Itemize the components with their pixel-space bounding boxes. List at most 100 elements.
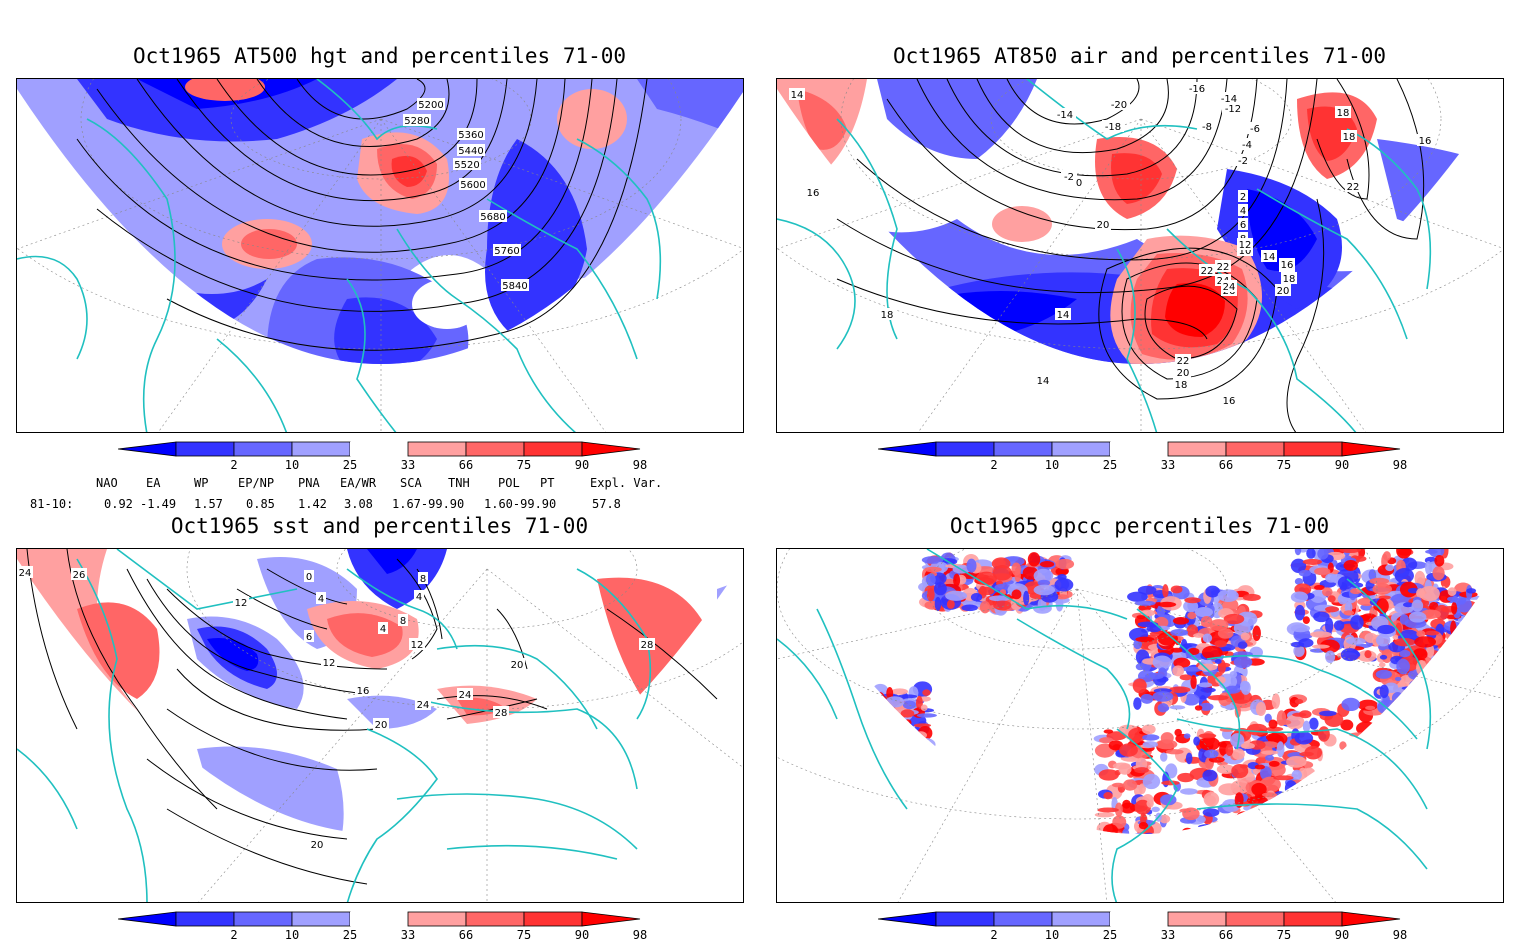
precip-cell — [1425, 560, 1433, 575]
precip-cell — [874, 782, 888, 787]
precip-cell — [817, 734, 826, 740]
colorbar-tick-label: 2 — [990, 458, 997, 472]
precip-cell — [1364, 650, 1372, 659]
contour-label-bg — [1102, 120, 1124, 132]
contour-label: 20 — [1177, 368, 1190, 379]
contour-label: 8 — [420, 574, 426, 585]
colorbar-segment — [1167, 441, 1227, 457]
contour-label-bg — [414, 590, 424, 602]
precip-cell — [1265, 726, 1284, 732]
precip-cell — [792, 686, 805, 699]
precip-cell — [914, 779, 923, 791]
precip-cell — [1231, 763, 1249, 779]
precip-cell — [873, 702, 884, 713]
precip-cell — [807, 759, 825, 767]
contour-label-bg — [1074, 176, 1084, 188]
precip-cell — [808, 740, 822, 749]
precip-cell — [1276, 741, 1285, 758]
precip-cell — [1398, 759, 1411, 770]
precip-cell — [851, 733, 868, 746]
precip-cell — [830, 698, 843, 707]
contour-label: 24 — [459, 690, 472, 701]
index-header: PT — [540, 476, 555, 490]
precip-cell — [1409, 697, 1426, 709]
precip-cell — [1202, 808, 1220, 817]
precip-cell — [834, 712, 850, 728]
precip-cell — [1403, 602, 1414, 608]
precip-cell — [1407, 587, 1419, 594]
precip-cell — [832, 798, 843, 815]
precip-cell — [830, 677, 843, 684]
precip-cell — [1240, 742, 1255, 749]
precip-cell — [900, 709, 915, 718]
contour-label: 12 — [411, 640, 424, 651]
precip-cell — [1350, 588, 1362, 595]
contour-label: 26 — [73, 570, 86, 581]
contour-label-bg — [453, 158, 481, 170]
contour-label-bg — [233, 596, 249, 608]
precip-cell — [1180, 638, 1188, 652]
precip-cell — [1340, 750, 1352, 762]
precip-cell — [871, 725, 889, 741]
precip-cell — [829, 780, 848, 786]
precip-cell — [860, 686, 874, 698]
precip-cell — [793, 767, 805, 778]
precip-cell — [915, 737, 936, 751]
precip-cell — [1287, 787, 1308, 803]
precip-cell — [811, 746, 830, 762]
precip-cell — [840, 792, 853, 807]
precip-cell — [988, 595, 1010, 602]
precip-cell — [812, 750, 828, 766]
precip-cell — [833, 730, 850, 737]
precip-cell — [800, 714, 809, 721]
precip-cell — [831, 731, 842, 744]
precip-cell — [1161, 780, 1180, 786]
precip-cell — [890, 719, 905, 727]
precip-cell — [1172, 617, 1190, 625]
precip-cell — [1273, 775, 1294, 781]
precip-cell — [799, 752, 807, 768]
precip-cell — [833, 724, 842, 741]
index-value: 1.42 — [298, 497, 327, 511]
precip-cell — [825, 739, 836, 754]
colorbar-top-left: 2 10 25 33 66 75 90 98 — [117, 440, 648, 476]
contour-label: 16 — [1281, 260, 1294, 271]
precip-cell — [1146, 799, 1154, 808]
precip-cell — [1302, 558, 1323, 565]
precip-cell — [1414, 570, 1426, 587]
precip-cell — [1193, 849, 1214, 853]
precip-cell — [1269, 816, 1286, 831]
precip-cell — [1261, 792, 1278, 798]
precip-cell — [887, 733, 896, 741]
precip-cell — [993, 600, 1012, 611]
precip-cell — [808, 713, 819, 719]
contour-label: 16 — [807, 188, 820, 199]
precip-cell — [1232, 825, 1250, 831]
precip-cell — [1194, 607, 1213, 618]
precip-cell — [1385, 564, 1394, 572]
precip-cell — [916, 756, 932, 768]
contour-label-bg — [398, 614, 408, 626]
precip-cell — [1447, 671, 1459, 683]
precip-cell — [834, 704, 850, 712]
precip-cell — [831, 682, 850, 697]
contour-label: 12 — [323, 658, 336, 669]
precip-cell — [853, 722, 863, 727]
precip-cell — [886, 715, 900, 725]
precip-cell — [1400, 693, 1410, 705]
precip-cell — [1174, 728, 1182, 737]
precip-cell — [1134, 600, 1156, 606]
precip-cell — [1274, 719, 1292, 726]
precip-cell — [1385, 753, 1395, 769]
index-header: NAO — [96, 476, 118, 490]
precip-cell — [1261, 850, 1277, 857]
precip-cell — [815, 663, 837, 677]
contour-label-bg — [1186, 82, 1208, 94]
precip-cell — [892, 747, 900, 753]
precip-cell — [837, 740, 845, 749]
precip-cell — [994, 583, 1011, 591]
precip-cell — [833, 699, 854, 705]
precip-cell — [1170, 629, 1189, 637]
precip-cell — [863, 711, 873, 723]
precip-cell — [874, 776, 886, 790]
